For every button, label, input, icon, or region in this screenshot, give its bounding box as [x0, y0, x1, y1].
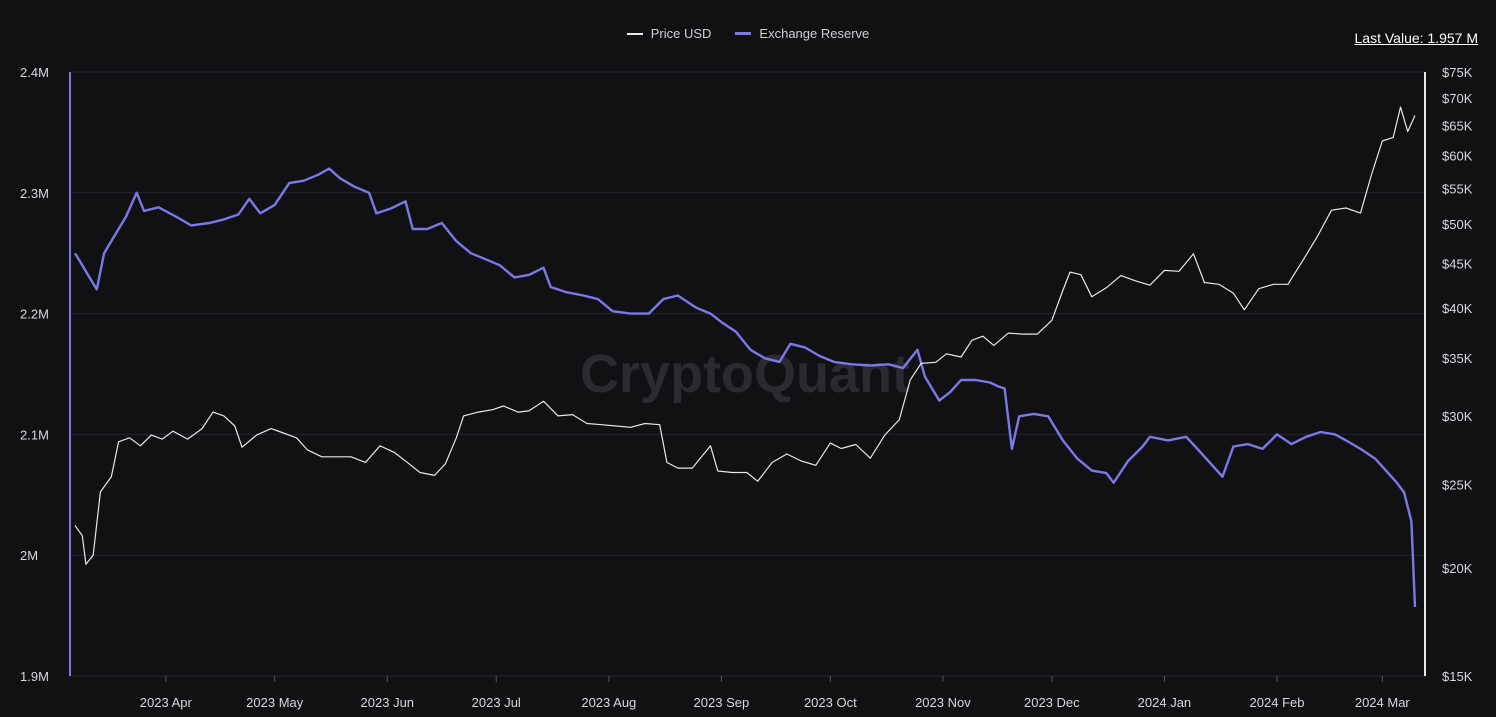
left-axis-ticks: 2.4M 2.3M 2.2M 2.1M 2M 1.9M [20, 65, 49, 684]
right-tick-label: $45K [1442, 257, 1473, 272]
right-tick-label: $15K [1442, 669, 1473, 684]
right-tick-label: $65K [1442, 119, 1473, 134]
right-tick-label: $40K [1442, 301, 1473, 316]
x-axis-ticks: 2023 Apr 2023 May 2023 Jun 2023 Jul 2023 Aug… [140, 676, 1411, 710]
left-tick-label: 2.2M [20, 307, 49, 322]
legend-label-price: Price USD [650, 26, 712, 41]
x-tick-label: 2023 Nov [915, 695, 971, 710]
x-tick-label: 2023 Aug [581, 695, 636, 710]
watermark: CryptoQuant [580, 344, 910, 404]
left-tick-label: 2.4M [20, 65, 49, 80]
exchange-reserve-line[interactable] [73, 167, 1417, 608]
right-tick-label: $20K [1442, 561, 1473, 576]
right-tick-label: $75K [1442, 65, 1473, 80]
x-tick-label: 2023 Apr [140, 695, 193, 710]
legend-swatch-price [626, 32, 643, 35]
right-tick-label: $70K [1442, 91, 1473, 106]
left-tick-label: 2.1M [20, 427, 49, 442]
x-tick-label: 2023 Jul [472, 695, 521, 710]
right-tick-label: $25K [1442, 477, 1473, 492]
legend-label-reserve: Exchange Reserve [759, 26, 870, 41]
legend-item-price[interactable]: Price USD [626, 26, 712, 41]
x-tick-label: 2024 Mar [1355, 695, 1411, 710]
legend-swatch-reserve [735, 32, 752, 35]
right-tick-label: $60K [1442, 149, 1473, 164]
left-tick-label: 1.9M [20, 669, 49, 684]
x-tick-label: 2023 Jun [361, 695, 415, 710]
left-tick-label: 2M [20, 548, 38, 563]
right-tick-label: $35K [1442, 351, 1473, 366]
legend: Price USD Exchange Reserve [0, 26, 1496, 41]
x-tick-label: 2024 Jan [1138, 695, 1192, 710]
right-tick-label: $50K [1442, 217, 1473, 232]
x-tick-label: 2023 Dec [1024, 695, 1080, 710]
right-axis-ticks: $75K $70K $65K $60K $55K $50K $45K $40K $35K $30K… [1442, 65, 1473, 684]
grid [70, 71, 1425, 677]
x-tick-label: 2023 Sep [694, 695, 750, 710]
x-tick-label: 2024 Feb [1250, 695, 1305, 710]
right-tick-label: $55K [1442, 181, 1473, 196]
x-tick-label: 2023 Oct [804, 695, 857, 710]
price-usd-line[interactable] [74, 106, 1416, 565]
last-value-label[interactable]: Last Value: 1.957 M [1354, 30, 1478, 46]
legend-item-reserve[interactable]: Exchange Reserve [735, 26, 869, 41]
left-tick-label: 2.3M [20, 186, 49, 201]
series-layer [73, 106, 1417, 608]
x-tick-label: 2023 May [246, 695, 304, 710]
right-tick-label: $30K [1442, 409, 1473, 424]
